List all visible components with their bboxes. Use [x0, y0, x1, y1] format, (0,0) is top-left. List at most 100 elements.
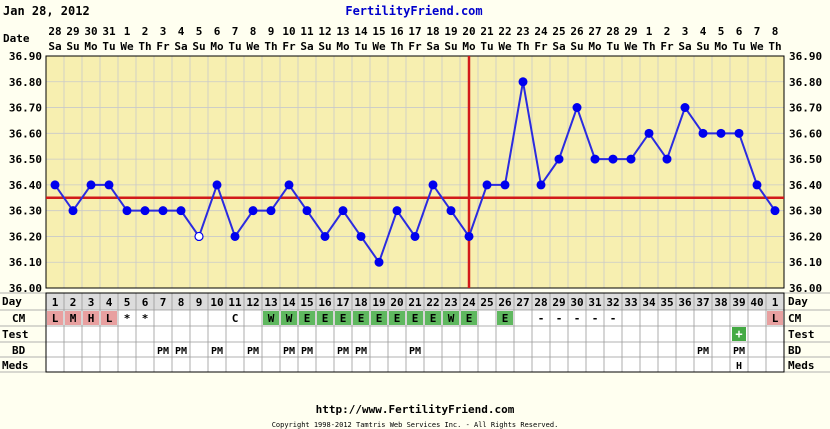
cm-value: W	[448, 312, 455, 325]
date-label: 2	[664, 25, 671, 38]
cm-cell	[263, 311, 279, 325]
temperature-point	[284, 180, 294, 190]
temperature-point	[698, 128, 708, 138]
cm-value: -	[610, 312, 617, 325]
date-label: 14	[354, 25, 368, 38]
weekday-label: Tu	[354, 40, 367, 53]
weekday-label: Th	[138, 40, 151, 53]
cm-value: -	[574, 312, 581, 325]
weekday-label: We	[120, 40, 134, 53]
bd-value: PM	[355, 346, 367, 357]
cm-cell	[443, 311, 459, 325]
cycle-day-label: 32	[606, 296, 619, 309]
temperature-point	[572, 103, 582, 113]
cycle-day-label: 35	[660, 296, 673, 309]
date-label: 10	[282, 25, 295, 38]
cycle-day-label: 6	[142, 296, 149, 309]
bd-value: PM	[409, 346, 421, 357]
weekday-label: Fr	[660, 40, 674, 53]
date-label: 1	[646, 25, 653, 38]
cycle-day-label: 26	[498, 296, 512, 309]
date-label: 4	[700, 25, 707, 38]
temperature-point	[410, 231, 420, 241]
cm-value: W	[268, 312, 275, 325]
bd-value: PM	[211, 346, 223, 357]
cycle-day-label: 14	[282, 296, 296, 309]
cm-value: E	[430, 312, 437, 325]
cycle-day-label: 34	[642, 296, 656, 309]
weekday-label: Su	[66, 40, 79, 53]
cm-value: H	[88, 312, 95, 325]
date-label: 3	[160, 25, 167, 38]
cycle-day-label: 28	[534, 296, 547, 309]
cm-cell	[47, 311, 63, 325]
cm-cell	[371, 311, 387, 325]
weekday-label: We	[372, 40, 386, 53]
cm-cell	[767, 311, 783, 325]
weekday-label: Sa	[678, 40, 691, 53]
temperature-point	[230, 231, 240, 241]
cm-value: M	[70, 312, 77, 325]
cm-cell	[299, 311, 315, 325]
footer-url[interactable]: http://www.FertilityFriend.com	[316, 403, 515, 416]
weekday-label: Mo	[336, 40, 350, 53]
date-label: 6	[736, 25, 743, 38]
cycle-day-label: 13	[264, 296, 277, 309]
weekday-label: We	[624, 40, 638, 53]
cycle-day-label: 7	[160, 296, 167, 309]
weekday-label: Tu	[228, 40, 241, 53]
cm-value: E	[322, 312, 329, 325]
cm-cell	[353, 311, 369, 325]
date-row-label: Date	[3, 32, 30, 45]
cycle-day-label: 17	[336, 296, 349, 309]
cycle-day-label: 15	[300, 296, 313, 309]
date-label: 6	[214, 25, 221, 38]
cm-row-label-right: CM	[788, 312, 802, 325]
meds-row-label-right: Meds	[788, 359, 815, 372]
temperature-point	[428, 180, 438, 190]
y-tick-label-left: 36.80	[9, 76, 42, 89]
cm-cell	[83, 311, 99, 325]
weekday-label: Th	[390, 40, 403, 53]
cycle-day-label: 29	[552, 296, 565, 309]
cm-value: -	[538, 312, 545, 325]
weekday-label: Mo	[84, 40, 98, 53]
date-label: 21	[480, 25, 494, 38]
bd-value: PM	[301, 346, 313, 357]
temperature-point	[500, 180, 510, 190]
date-label: 29	[624, 25, 637, 38]
y-tick-label-left: 36.30	[9, 205, 42, 218]
date-label: 23	[516, 25, 529, 38]
meds-value: H	[736, 361, 742, 372]
weekday-label: Su	[444, 40, 457, 53]
date-label: 11	[300, 25, 314, 38]
date-label: 31	[102, 25, 116, 38]
temperature-point	[158, 206, 168, 216]
date-label: 3	[682, 25, 689, 38]
temperature-point	[590, 154, 600, 164]
site-title[interactable]: FertilityFriend.com	[345, 4, 482, 18]
cm-cell	[497, 311, 513, 325]
cm-cell	[425, 311, 441, 325]
date-label: 12	[318, 25, 331, 38]
cm-cell	[281, 311, 297, 325]
cycle-day-label: 30	[570, 296, 583, 309]
weekday-label: Sa	[48, 40, 61, 53]
weekday-label: Su	[318, 40, 331, 53]
date-label: 9	[268, 25, 275, 38]
cm-cell	[65, 311, 81, 325]
cycle-day-label: 20	[390, 296, 403, 309]
cm-value: *	[142, 312, 149, 325]
cycle-day-label: 19	[372, 296, 385, 309]
weekday-label: Tu	[732, 40, 745, 53]
cm-value: E	[376, 312, 383, 325]
temperature-point	[338, 206, 348, 216]
temperature-point	[356, 231, 366, 241]
weekday-label: Tu	[102, 40, 115, 53]
weekday-label: Th	[516, 40, 529, 53]
weekday-label: Mo	[588, 40, 602, 53]
y-tick-label-left: 36.90	[9, 50, 42, 63]
cm-value: L	[52, 312, 59, 325]
weekday-label: Sa	[552, 40, 565, 53]
y-tick-label-left: 36.50	[9, 153, 42, 166]
